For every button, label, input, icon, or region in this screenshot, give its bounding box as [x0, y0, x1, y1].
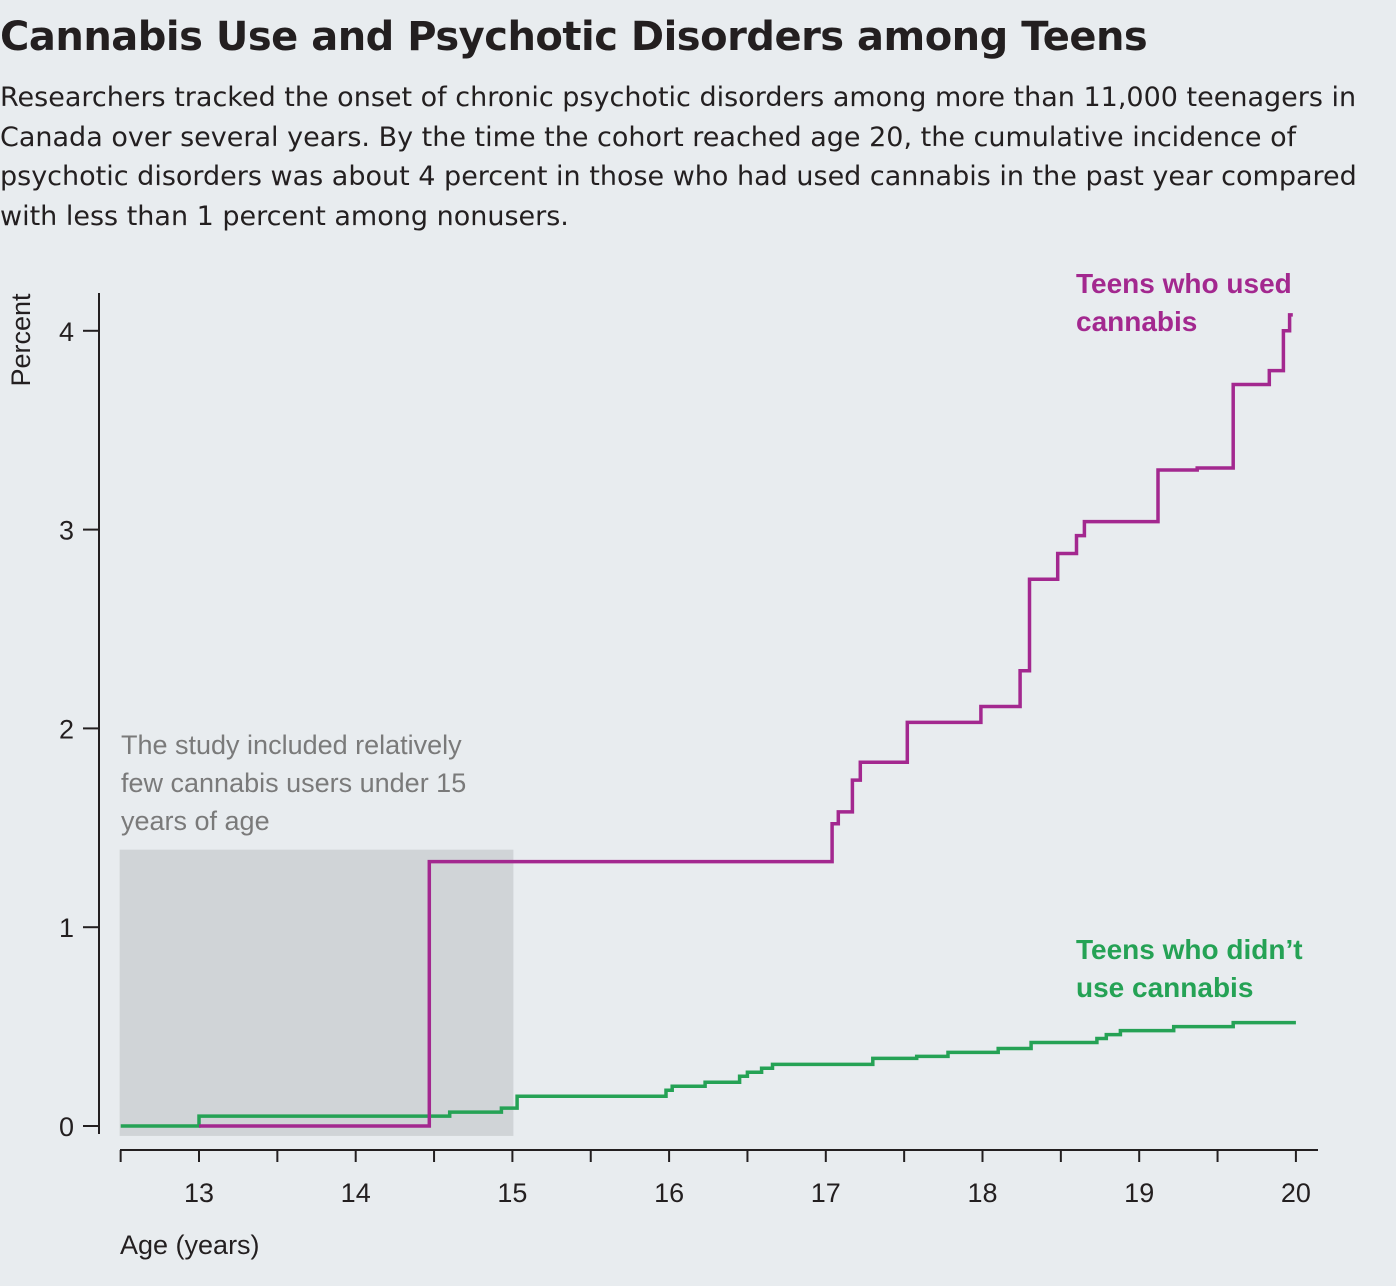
y-tick-label: 0	[59, 1112, 74, 1142]
series-label-cannabis-users: Teens who used	[1076, 268, 1292, 299]
series-lines	[120, 313, 1296, 1128]
x-tick-label: 17	[811, 1178, 841, 1208]
x-tick-label: 16	[654, 1178, 684, 1208]
annotation-line: years of age	[121, 806, 270, 836]
x-tick-label: 14	[341, 1178, 371, 1208]
y-tick-label: 3	[59, 516, 74, 546]
y-tick-label: 1	[59, 913, 74, 943]
annotation-text: The study included relatively few cannabi…	[121, 730, 466, 836]
x-tick-label: 13	[184, 1178, 214, 1208]
series-line-cannabis-users	[199, 313, 1293, 1128]
x-axis-title: Age (years)	[120, 1230, 260, 1260]
series-label-nonusers: Teens who didn’t	[1076, 934, 1303, 965]
y-axis: 0 1 2 3 4	[59, 293, 100, 1142]
y-axis-title: Percent	[6, 293, 36, 387]
chart-subtitle: Researchers tracked the onset of chronic…	[0, 82, 1357, 232]
annotation-line: few cannabis users under 15	[121, 768, 466, 798]
series-labels: Teens who used cannabis Teens who didn’t us…	[1076, 268, 1303, 1003]
x-tick-label: 18	[967, 1178, 997, 1208]
annotation-line: The study included relatively	[121, 730, 462, 760]
series-line-nonusers	[120, 1020, 1296, 1128]
x-tick-label: 15	[497, 1178, 527, 1208]
y-tick-label: 2	[59, 714, 74, 744]
series-label-nonusers: use cannabis	[1076, 972, 1253, 1003]
shaded-region	[119, 849, 514, 1136]
x-axis: 13 14 15 16 17 18 19 20	[119, 1149, 1318, 1208]
y-tick-label: 4	[59, 317, 74, 347]
series-label-cannabis-users: cannabis	[1076, 306, 1197, 337]
shaded-region-group	[119, 849, 514, 1136]
x-tick-label: 20	[1281, 1178, 1311, 1208]
x-tick-label: 19	[1124, 1178, 1154, 1208]
chart-title: Cannabis Use and Psychotic Disorders amo…	[0, 14, 1148, 60]
